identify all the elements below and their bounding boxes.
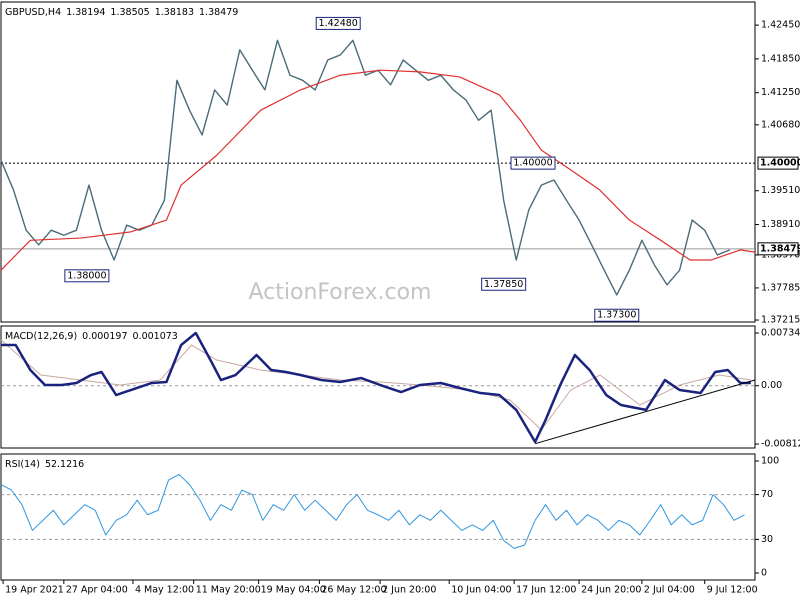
- y-tick-label: 1.38910: [761, 219, 800, 230]
- price-annotation: [594, 308, 640, 322]
- price-label-box: [757, 242, 799, 256]
- y-tick-label: 1.40680: [761, 119, 800, 130]
- y-tick-label: 1.41250: [761, 87, 800, 98]
- series-line: [0, 473, 745, 549]
- y-tick-label: 1.41850: [761, 53, 800, 64]
- x-tick-label: 19 May 04:00: [261, 585, 326, 596]
- series-line: [0, 39, 731, 296]
- y-tick-label: 1.42450: [761, 20, 800, 31]
- y-tick-label: -0.008126: [761, 439, 800, 450]
- price-annotation: [315, 16, 361, 30]
- header-value: 1.38479: [199, 7, 238, 18]
- x-tick-label: 4 May 12:00: [135, 585, 194, 596]
- header-value: 1.38194: [66, 7, 105, 18]
- annotation-label: 1.37300: [597, 310, 636, 321]
- header-value: 52.1216: [45, 459, 84, 470]
- x-tick-label: 24 Jun 20:00: [581, 585, 641, 596]
- series-line: [1, 331, 751, 444]
- header-value: 0.001073: [133, 331, 178, 342]
- y-tick-label: 1.37785: [761, 282, 800, 293]
- watermark: ActionForex.com: [249, 280, 432, 305]
- y-tick-label: 1.39510: [761, 185, 800, 196]
- annotation-label: 1.37850: [484, 279, 523, 290]
- panel-header: MACD(12,26,9) 0.000197 0.001073: [5, 331, 178, 342]
- x-tick-label: 26 May 12:00: [321, 585, 386, 596]
- price-annotation: [64, 269, 110, 283]
- x-tick-label: 10 Jun 04:00: [451, 585, 511, 596]
- x-tick-label: 2 Jul 04:00: [644, 585, 695, 596]
- y-tick-label: 100: [761, 456, 779, 467]
- y-tick-label: 0.00: [761, 380, 782, 391]
- price-annotation: [481, 277, 527, 291]
- annotation-label: 1.38000: [67, 270, 106, 281]
- y-tick-label: 0.007342: [761, 328, 800, 339]
- panel-frame: [0, 1, 756, 323]
- panel-header: GBPUSD,H4 1.38194 1.38505 1.38183 1.38479: [5, 7, 238, 18]
- series-line: [0, 69, 756, 271]
- annotation-label: 1.42480: [319, 18, 358, 29]
- header-value: 0.000197: [82, 331, 127, 342]
- price-label-box: [757, 156, 799, 170]
- price-annotation: [510, 156, 556, 170]
- x-tick-label: 11 May 20:00: [196, 585, 261, 596]
- x-tick-label: 17 Jun 12:00: [516, 585, 576, 596]
- y-tick-label: 0: [761, 568, 767, 579]
- x-tick-label: 9 Jul 12:00: [707, 585, 758, 596]
- panel-frame: [0, 453, 756, 581]
- x-tick-label: 2 Jun 20:00: [382, 585, 436, 596]
- annotation-label: 1.40000: [513, 158, 552, 169]
- x-tick-label: 27 Apr 04:00: [66, 585, 128, 596]
- header-value: 1.38505: [110, 7, 149, 18]
- price-label: 1.38479: [760, 243, 800, 254]
- panel-header: RSI(14) 52.1216: [5, 459, 84, 470]
- y-tick-label: 70: [761, 489, 773, 500]
- x-tick-label: 19 Apr 2021: [5, 585, 64, 596]
- header-title: MACD(12,26,9): [5, 331, 77, 342]
- trend-line: [534, 379, 756, 445]
- panel-frame: [0, 325, 756, 449]
- header-title: GBPUSD,H4: [5, 7, 61, 18]
- header-value: 1.38183: [155, 7, 194, 18]
- y-tick-label: 30: [761, 534, 773, 545]
- series-line: [0, 339, 751, 431]
- y-tick-label: 1.37215: [761, 315, 800, 326]
- price-label: 1.40000: [760, 158, 800, 169]
- header-title: RSI(14): [5, 459, 40, 470]
